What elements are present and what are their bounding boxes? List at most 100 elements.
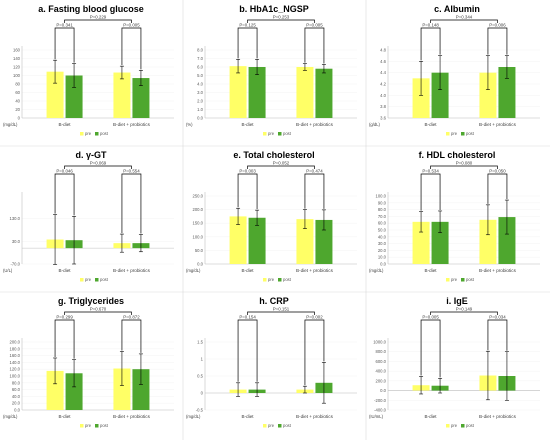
- y-axis-unit: (U/L): [3, 268, 13, 273]
- y-tick-label: 150.0: [193, 221, 204, 226]
- y-tick-label: 600.0: [376, 359, 387, 364]
- y-tick-label: 1.0: [197, 107, 203, 112]
- between-bracket: [247, 311, 315, 315]
- chart-panel: g. Triglycerides 0.0 20.0 40.0 60.0 80.0100.0…: [3, 296, 174, 428]
- chart-title: g. Triglycerides: [58, 296, 124, 306]
- between-bracket: [64, 311, 132, 315]
- legend-label-pre: pre: [268, 423, 275, 428]
- y-tick-label: 80.0: [378, 207, 387, 212]
- chart-title: d. γ-GT: [76, 150, 108, 160]
- y-tick-label: 40.0: [378, 234, 387, 239]
- y-tick-label: 20.0: [12, 401, 21, 406]
- legend-swatch-post: [278, 424, 282, 428]
- y-axis-unit: (g/dL): [369, 122, 381, 127]
- legend-swatch-post: [461, 132, 465, 136]
- legend-label-post: post: [100, 131, 109, 136]
- chart-title: a. Fasting blood glucose: [38, 4, 144, 14]
- y-tick-label: 400.0: [376, 369, 387, 374]
- between-bracket: [64, 19, 132, 23]
- within-bracket: [487, 27, 508, 55]
- within-bracket: [304, 173, 325, 209]
- y-tick-label: -0.5: [196, 408, 204, 413]
- legend-label-pre: pre: [451, 131, 458, 136]
- bar-post: [431, 221, 449, 264]
- y-tick-label: -400.0: [374, 408, 387, 413]
- between-p-value: P=0.229: [90, 15, 107, 20]
- bar-post: [65, 373, 83, 410]
- y-tick-label: 0: [201, 391, 204, 396]
- y-tick-label: 80: [15, 82, 20, 87]
- y-tick-label: 0.5: [197, 374, 203, 379]
- bar-pre: [296, 219, 314, 264]
- y-tick-label: 3.6: [380, 116, 386, 121]
- within-p-value: P=0.034: [489, 315, 506, 320]
- category-label: B-diet + probiotics: [296, 122, 334, 127]
- bar-post: [431, 72, 449, 118]
- y-tick-label: 100.0: [193, 234, 204, 239]
- bar-pre: [479, 219, 497, 264]
- chart-panel: b. HbA1c_NGSP 0.0 1.0 2.0 3.0 4.0 5.0 6.0 7.0 8.0…: [186, 4, 357, 136]
- y-tick-label: 100: [13, 73, 21, 78]
- y-tick-label: 4.0: [380, 93, 386, 98]
- category-label: B-diet: [425, 122, 438, 127]
- legend-swatch-post: [95, 424, 99, 428]
- chart-title: h. CRP: [259, 296, 289, 306]
- y-tick-label: 2.0: [197, 99, 203, 104]
- y-tick-label: 160: [13, 48, 21, 53]
- category-label: B-diet + probiotics: [113, 268, 151, 273]
- legend-swatch-pre: [263, 278, 267, 282]
- within-p-value: P=0.299: [56, 315, 73, 320]
- between-p-value: P=0.344: [456, 15, 473, 20]
- y-tick-label: 100.0: [10, 374, 21, 379]
- legend-swatch-post: [278, 278, 282, 282]
- chart-panel: c. Albumin 3.6 3.8 4.0 4.2 4.4 4.6 4.8 (g/dL) B-d…: [369, 4, 540, 136]
- legend-swatch-pre: [80, 132, 84, 136]
- between-bracket: [430, 165, 498, 169]
- y-tick-label: 50.0: [378, 228, 387, 233]
- chart-panel: e. Total cholesterol 0.0 50.0 100.0 150.0 200…: [186, 150, 357, 282]
- y-tick-label: 4.6: [380, 59, 386, 64]
- legend-label-pre: pre: [85, 277, 92, 282]
- bar-post: [248, 67, 266, 118]
- between-p-value: P=0.052: [273, 161, 290, 166]
- legend-swatch-post: [461, 424, 465, 428]
- category-label: B-diet + probiotics: [479, 414, 517, 419]
- legend-swatch-pre: [446, 132, 450, 136]
- within-p-value: P=0.554: [123, 169, 140, 174]
- legend-label-pre: pre: [451, 423, 458, 428]
- legend-label-post: post: [466, 423, 475, 428]
- chart-title: b. HbA1c_NGSP: [239, 4, 309, 14]
- bar-post: [248, 217, 266, 264]
- between-p-value: P=0.080: [456, 161, 473, 166]
- legend-swatch-post: [278, 132, 282, 136]
- y-tick-label: 20.0: [378, 248, 387, 253]
- within-bracket: [420, 319, 441, 378]
- legend-swatch-pre: [446, 278, 450, 282]
- bar-post: [498, 67, 516, 118]
- y-tick-label: 0.0: [197, 262, 203, 267]
- legend-swatch-post: [95, 132, 99, 136]
- within-bracket: [420, 27, 441, 61]
- category-label: B-diet: [59, 414, 72, 419]
- y-tick-label: 60.0: [378, 221, 387, 226]
- category-label: B-diet: [242, 268, 255, 273]
- legend-label-post: post: [283, 131, 292, 136]
- y-tick-label: 30.0: [12, 239, 21, 244]
- y-axis-unit: (mg/dL): [369, 268, 384, 273]
- y-axis-unit: (mg/dL): [186, 268, 201, 273]
- within-bracket: [487, 173, 508, 204]
- y-tick-label: 140: [13, 56, 21, 61]
- y-tick-label: 1000.0: [373, 340, 386, 345]
- bar-pre: [113, 72, 131, 118]
- bar-pre: [46, 370, 64, 410]
- y-tick-label: 0.0: [380, 262, 386, 267]
- y-tick-label: -70.0: [10, 262, 20, 267]
- within-bracket: [237, 319, 258, 382]
- y-tick-label: 250.0: [193, 194, 204, 199]
- legend-label-pre: pre: [268, 277, 275, 282]
- y-tick-label: 140.0: [10, 360, 21, 365]
- bar-pre: [229, 66, 247, 118]
- bar-pre: [412, 78, 430, 118]
- between-bracket: [247, 19, 315, 23]
- bar-pre: [113, 368, 131, 410]
